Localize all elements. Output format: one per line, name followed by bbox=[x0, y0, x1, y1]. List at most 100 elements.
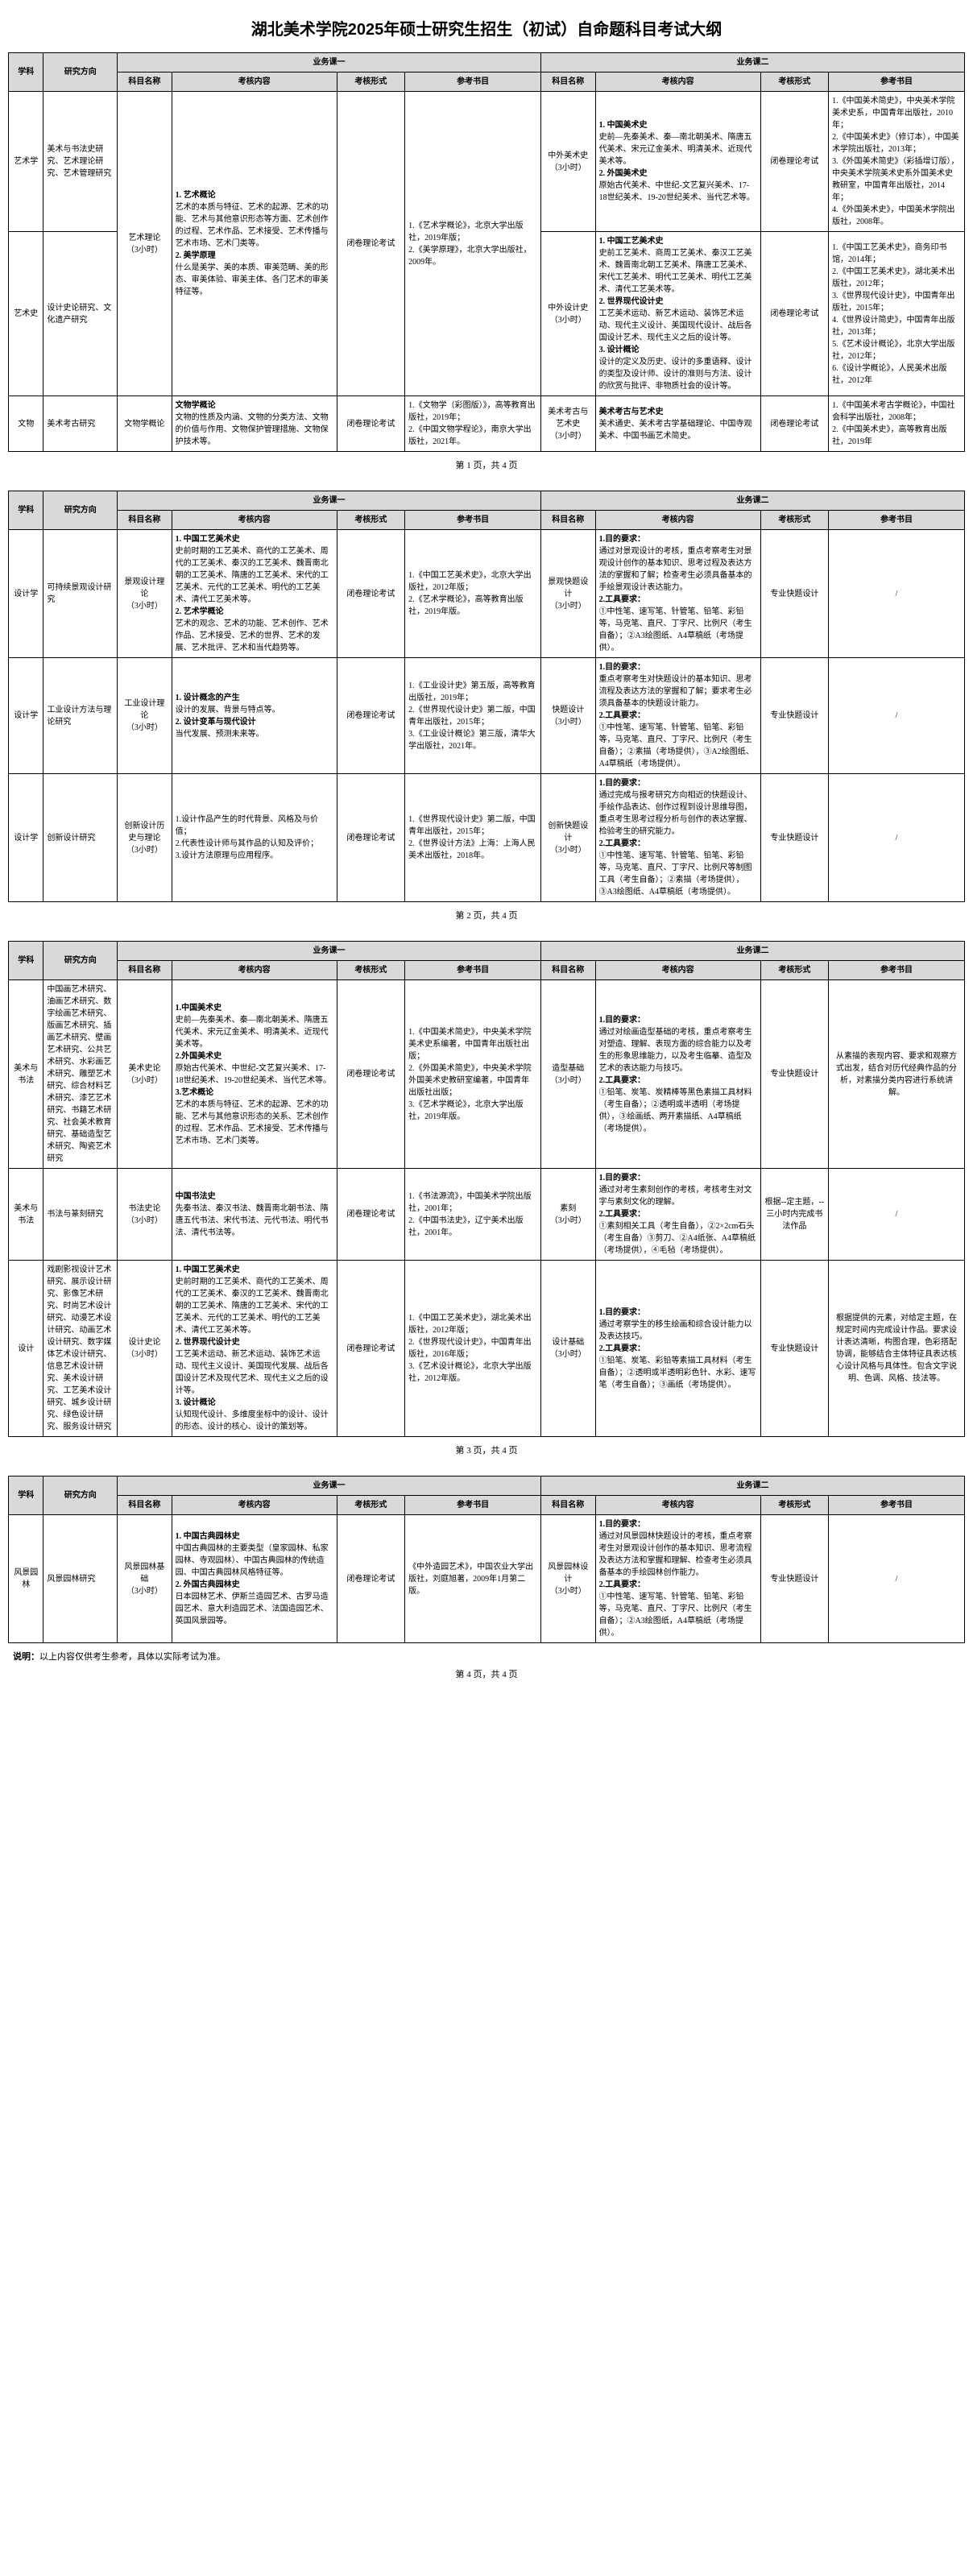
cell-xs1: 闭卷理论考试 bbox=[337, 774, 404, 902]
hdr: 考核形式 bbox=[760, 961, 828, 980]
cell-nr1: 1. 设计概念的产生设计的发展、背景与特点等。2. 设计变革与现代设计当代发展、… bbox=[172, 658, 337, 774]
hdr: 考核内容 bbox=[172, 511, 337, 530]
cell-xs2: 闭卷理论考试 bbox=[760, 396, 828, 452]
table-row: 风景园林风景园林研究风景园林基础（3小时）1. 中国古典园林史中国古典园林的主要… bbox=[9, 1515, 965, 1643]
hdr-km1: 科目名称 bbox=[118, 72, 172, 92]
cell-xs2: 专业快题设计 bbox=[760, 658, 828, 774]
hdr: 考核形式 bbox=[760, 511, 828, 530]
hdr: 科目名称 bbox=[541, 961, 596, 980]
cell-subject: 设计 bbox=[9, 1261, 43, 1437]
cell-xs2: 专业快题设计 bbox=[760, 774, 828, 902]
hdr: 业务课一 bbox=[118, 1476, 541, 1496]
cell-nr1: 1.设计作品产生的时代背景、风格及与价值；2.代表性设计师与其作品的认知及评价；… bbox=[172, 774, 337, 902]
hdr-nr1: 考核内容 bbox=[172, 72, 337, 92]
cell-xs2: 闭卷理论考试 bbox=[760, 92, 828, 232]
hdr: 考核内容 bbox=[595, 961, 760, 980]
cell-subject: 风景园林 bbox=[9, 1515, 43, 1643]
cell-nr1: 文物学概论文物的性质及内涵、文物的分类方法、文物的价值与作用、文物保护管理措施、… bbox=[172, 396, 337, 452]
table-p1: 学科 研究方向 业务课一 业务课二 科目名称 考核内容 考核形式 参考书目 科目… bbox=[8, 52, 965, 452]
hdr: 研究方向 bbox=[43, 491, 118, 530]
hdr-nr2: 考核内容 bbox=[595, 72, 760, 92]
cell-ref1: 1.《中国美术简史》，中央美术学院美术史系编著，中国青年出版社出版；2.《外国美… bbox=[405, 980, 541, 1169]
cell-km1: 艺术理论（3小时） bbox=[118, 92, 172, 396]
cell-ref1: 1.《工业设计史》第五版，高等教育出版社，2019年；2.《世界现代设计史》第二… bbox=[405, 658, 541, 774]
table-row: 设计戏剧影视设计艺术研究、展示设计研究、影像艺术研究、时尚艺术设计研究、动漫艺术… bbox=[9, 1261, 965, 1437]
cell-xs2: 专业快题设计 bbox=[760, 530, 828, 658]
cell-nr2: 1.目的要求：通过完成与报考研究方向相近的快题设计、手绘作品表达、创作过程到设计… bbox=[595, 774, 760, 902]
cell-subject: 艺术学 bbox=[9, 92, 43, 232]
cell-subject: 设计学 bbox=[9, 658, 43, 774]
cell-ref1: 1.《世界现代设计史》第二版，中国青年出版社，2015年；2.《世界设计方法》上… bbox=[405, 774, 541, 902]
cell-ref2: 从素描的表现内容、要求和观察方式出发，结合对历代经典作品的分析，对素描分类内容进… bbox=[829, 980, 965, 1169]
cell-km2: 美术考古与艺术史（3小时） bbox=[541, 396, 596, 452]
cell-ref2: / bbox=[829, 1515, 965, 1643]
cell-direction: 戏剧影视设计艺术研究、展示设计研究、影像艺术研究、时尚艺术设计研究、动漫艺术设计… bbox=[43, 1261, 118, 1437]
cell-direction: 美术与书法史研究、艺术理论研究、艺术管理研究 bbox=[43, 92, 118, 232]
hdr: 考核形式 bbox=[760, 1496, 828, 1515]
hdr: 研究方向 bbox=[43, 942, 118, 980]
cell-direction: 美术考古研究 bbox=[43, 396, 118, 452]
table-p4: 学科 研究方向 业务课一 业务课二 科目名称 考核内容 考核形式 参考书目 科目… bbox=[8, 1476, 965, 1643]
cell-ref2: / bbox=[829, 530, 965, 658]
cell-ref2: 1.《中国工艺美术史》，商务印书馆，2014年；2.《中国工艺美术史》，湖北美术… bbox=[829, 232, 965, 396]
cell-subject: 设计学 bbox=[9, 774, 43, 902]
hdr: 业务课二 bbox=[541, 491, 965, 511]
hdr-km2: 科目名称 bbox=[541, 72, 596, 92]
cell-subject: 设计学 bbox=[9, 530, 43, 658]
cell-direction: 书法与篆刻研究 bbox=[43, 1169, 118, 1261]
cell-nr2: 1.目的要求：通过考察学生的移生绘画和综合设计能力以及表达技巧。2.工具要求：①… bbox=[595, 1261, 760, 1437]
cell-direction: 风景园林研究 bbox=[43, 1515, 118, 1643]
cell-direction: 中国画艺术研究、油画艺术研究、数字绘画艺术研究、版画艺术研究、插画艺术研究、壁画… bbox=[43, 980, 118, 1169]
cell-ref1: 1.《中国工艺美术史》，湖北美术出版社，2012年版；2.《世界现代设计史》，中… bbox=[405, 1261, 541, 1437]
table-row: 设计学工业设计方法与理论研究工业设计理论（3小时）1. 设计概念的产生设计的发展… bbox=[9, 658, 965, 774]
hdr: 考核形式 bbox=[337, 961, 404, 980]
cell-nr2: 美术考古与艺术史美术通史、美术考古学基础理论、中国寺观美术、中国书画艺术简史。 bbox=[595, 396, 760, 452]
cell-ref1: 1.《书法源流》，中国美术学院出版社，2001年；2.《中国书法史》，辽宁美术出… bbox=[405, 1169, 541, 1261]
hdr: 学科 bbox=[9, 1476, 43, 1515]
cell-km1: 书法史论（3小时） bbox=[118, 1169, 172, 1261]
cell-ref2: / bbox=[829, 774, 965, 902]
hdr: 考核内容 bbox=[595, 511, 760, 530]
hdr: 考核内容 bbox=[172, 961, 337, 980]
hdr-xs1: 考核形式 bbox=[337, 72, 404, 92]
cell-direction: 设计史论研究、文化遗产研究 bbox=[43, 232, 118, 396]
hdr-biz1: 业务课一 bbox=[118, 53, 541, 72]
hdr: 参考书目 bbox=[405, 1496, 541, 1515]
cell-nr1: 1.中国美术史史前—先秦美术、秦—南北朝美术、隋唐五代美术、宋元辽金美术、明清美… bbox=[172, 980, 337, 1169]
cell-km2: 景观快题设计（3小时） bbox=[541, 530, 596, 658]
hdr: 考核内容 bbox=[172, 1496, 337, 1515]
cell-nr2: 1.目的要求：通过对景观设计的考核，重点考察考生对景观设计创作的基本知识、思考过… bbox=[595, 530, 760, 658]
cell-nr1: 1. 艺术概论艺术的本质与特征、艺术的起源、艺术的功能、艺术与其他意识形态等方面… bbox=[172, 92, 337, 396]
cell-ref2: 1.《中国美术考古学概论》，中国社会科学出版社，2008年；2.《中国美术史》，… bbox=[829, 396, 965, 452]
hdr: 业务课一 bbox=[118, 942, 541, 961]
cell-direction: 可持续景观设计研究 bbox=[43, 530, 118, 658]
note-label: 说明： bbox=[13, 1652, 39, 1662]
cell-km1: 风景园林基础（3小时） bbox=[118, 1515, 172, 1643]
pager-2: 第 2 页，共 4 页 bbox=[8, 909, 965, 921]
table-row: 美术与书法中国画艺术研究、油画艺术研究、数字绘画艺术研究、版画艺术研究、插画艺术… bbox=[9, 980, 965, 1169]
table-row: 设计学创新设计研究创新设计历史与理论（3小时）1.设计作品产生的时代背景、风格及… bbox=[9, 774, 965, 902]
page-title: 湖北美术学院2025年硕士研究生招生（初试）自命题科目考试大纲 bbox=[8, 16, 965, 39]
pager-3: 第 3 页，共 4 页 bbox=[8, 1443, 965, 1456]
cell-xs1: 闭卷理论考试 bbox=[337, 396, 404, 452]
hdr: 考核内容 bbox=[595, 1496, 760, 1515]
cell-ref2: 1.《中国美术简史》，中央美术学院美术史系，中国青年出版社，2010年；2.《中… bbox=[829, 92, 965, 232]
cell-xs1: 闭卷理论考试 bbox=[337, 1515, 404, 1643]
table-row: 艺术学美术与书法史研究、艺术理论研究、艺术管理研究艺术理论（3小时）1. 艺术概… bbox=[9, 92, 965, 232]
hdr: 业务课一 bbox=[118, 491, 541, 511]
hdr: 研究方向 bbox=[43, 1476, 118, 1515]
hdr-subject: 学科 bbox=[9, 53, 43, 92]
cell-km2: 快题设计（3小时） bbox=[541, 658, 596, 774]
cell-nr2: 1.目的要求：通过对风景园林快题设计的考核，重点考察考生对景观设计创作的基本知识… bbox=[595, 1515, 760, 1643]
hdr: 业务课二 bbox=[541, 942, 965, 961]
table-p3: 学科 研究方向 业务课一 业务课二 科目名称 考核内容 考核形式 参考书目 科目… bbox=[8, 941, 965, 1437]
pager-1: 第 1 页，共 4 页 bbox=[8, 458, 965, 471]
hdr: 参考书目 bbox=[829, 511, 965, 530]
cell-nr2: 1.目的要求：重点考察考生对快题设计的基本知识、思考流程及表达方法的掌握和了解；… bbox=[595, 658, 760, 774]
cell-xs1: 闭卷理论考试 bbox=[337, 92, 404, 396]
cell-nr1: 1. 中国工艺美术史史前时期的工艺美术、商代的工艺美术、周代的工艺美术、秦汉的工… bbox=[172, 530, 337, 658]
cell-ref2: / bbox=[829, 1169, 965, 1261]
cell-ref1: 1.《中国工艺美术史》，北京大学出版社，2012年版；2.《艺术学概论》，高等教… bbox=[405, 530, 541, 658]
hdr: 参考书目 bbox=[829, 1496, 965, 1515]
hdr: 科目名称 bbox=[118, 1496, 172, 1515]
